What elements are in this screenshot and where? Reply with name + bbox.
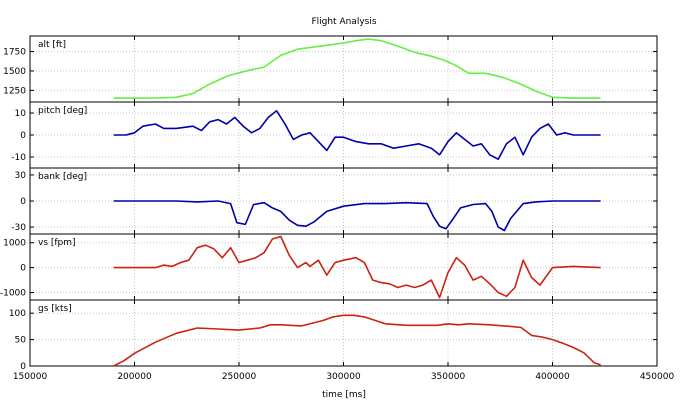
panel-0-ytick-label-2: 1750	[3, 48, 26, 58]
panel-0-ytick-label-1: 1500	[3, 67, 26, 77]
panel-0-ytick-label-0: 1250	[3, 86, 26, 96]
panel-1: -10 0 10 pitch [deg]	[11, 101, 658, 169]
panel-3: -1000 0 1000 vs [fpm]	[0, 233, 658, 301]
chart-title: Flight Analysis	[311, 17, 376, 27]
x-tick-label-2: 250000	[222, 372, 257, 382]
panel-3-label: vs [fpm]	[38, 238, 76, 248]
x-tick-label-0: 150000	[13, 372, 48, 382]
panel-2-ytick-label-1: 0	[20, 197, 26, 207]
panel-2-ytick-label-2: 30	[15, 171, 27, 181]
panel-1-ytick-label-2: 10	[15, 109, 27, 119]
x-tick-label-3: 300000	[326, 372, 361, 382]
panel-4-series-line	[113, 314, 601, 367]
panels-group: 1250 1500 1750 alt [ft] -10 0 10 pitch [deg] -30…	[0, 35, 675, 382]
panel-2: -30 0 30 bank [deg]	[11, 167, 658, 235]
panel-4-ytick-label-0: 0	[20, 362, 26, 372]
x-tick-label-5: 400000	[535, 372, 570, 382]
panel-3-ytick-label-0: -1000	[0, 289, 26, 299]
panel-0: 1250 1500 1750 alt [ft]	[3, 35, 658, 103]
panel-4-ytick-label-1: 50	[15, 336, 27, 346]
panel-1-series-line	[113, 110, 601, 160]
panel-4-label: gs [kts]	[38, 304, 72, 314]
panel-2-ytick-label-0: -30	[11, 223, 26, 233]
panel-4-ytick-label-2: 100	[9, 309, 26, 319]
panel-1-ytick-label-1: 0	[20, 131, 26, 141]
x-axis-label: time [ms]	[322, 390, 366, 400]
x-tick-label-1: 200000	[117, 372, 152, 382]
panel-2-label: bank [deg]	[38, 172, 87, 182]
panel-1-label: pitch [deg]	[38, 106, 87, 116]
panel-3-ytick-label-2: 1000	[3, 239, 26, 249]
panel-0-label: alt [ft]	[38, 40, 66, 50]
x-tick-label-6: 450000	[640, 372, 675, 382]
panel-4: 0 50 100 gs [kts]	[9, 299, 658, 372]
x-tick-label-4: 350000	[431, 372, 466, 382]
panel-1-ytick-label-0: -10	[11, 153, 26, 163]
panel-3-ytick-label-1: 0	[20, 264, 26, 274]
panel-3-series-line	[113, 235, 601, 299]
panel-2-series-line	[113, 200, 601, 232]
panel-0-series-line	[113, 38, 601, 99]
